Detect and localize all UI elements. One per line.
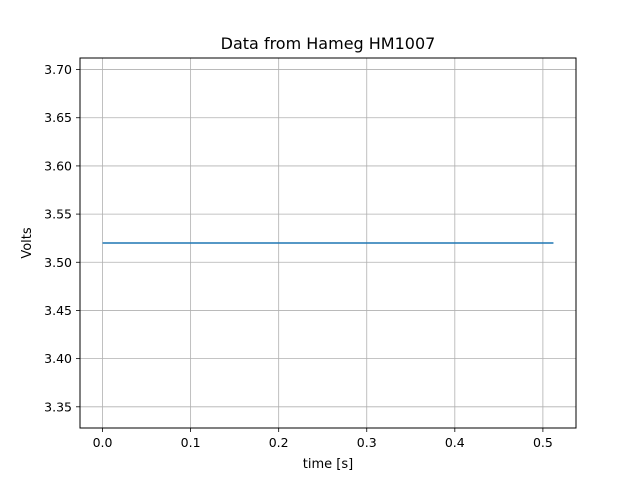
plot-area-frame — [79, 57, 577, 429]
y-axis-ticks: 3.35 3.40 3.45 3.50 3.55 3.60 3.65 3.70 — [44, 62, 80, 414]
x-axis-label: time [s] — [303, 457, 353, 472]
y-axis-label: Volts — [20, 227, 35, 259]
y-tick-label: 3.40 — [44, 351, 72, 366]
chart-title: Data from Hameg HM1007 — [221, 34, 436, 53]
y-tick-label: 3.45 — [44, 303, 72, 318]
x-axis-ticks: 0.0 0.1 0.2 0.3 0.4 0.5 — [93, 428, 553, 450]
y-tick-label: 3.55 — [44, 207, 72, 222]
x-tick-label: 0.1 — [181, 435, 201, 450]
y-tick-label: 3.50 — [44, 255, 72, 270]
x-tick-label: 0.0 — [93, 435, 113, 450]
y-tick-label: 3.70 — [44, 62, 72, 77]
y-tick-label: 3.60 — [44, 158, 72, 173]
x-tick-label: 0.4 — [445, 435, 465, 450]
y-tick-label: 3.35 — [44, 399, 72, 414]
x-tick-label: 0.2 — [269, 435, 289, 450]
x-tick-label: 0.5 — [533, 435, 553, 450]
y-tick-label: 3.65 — [44, 110, 72, 125]
x-tick-label: 0.3 — [357, 435, 377, 450]
